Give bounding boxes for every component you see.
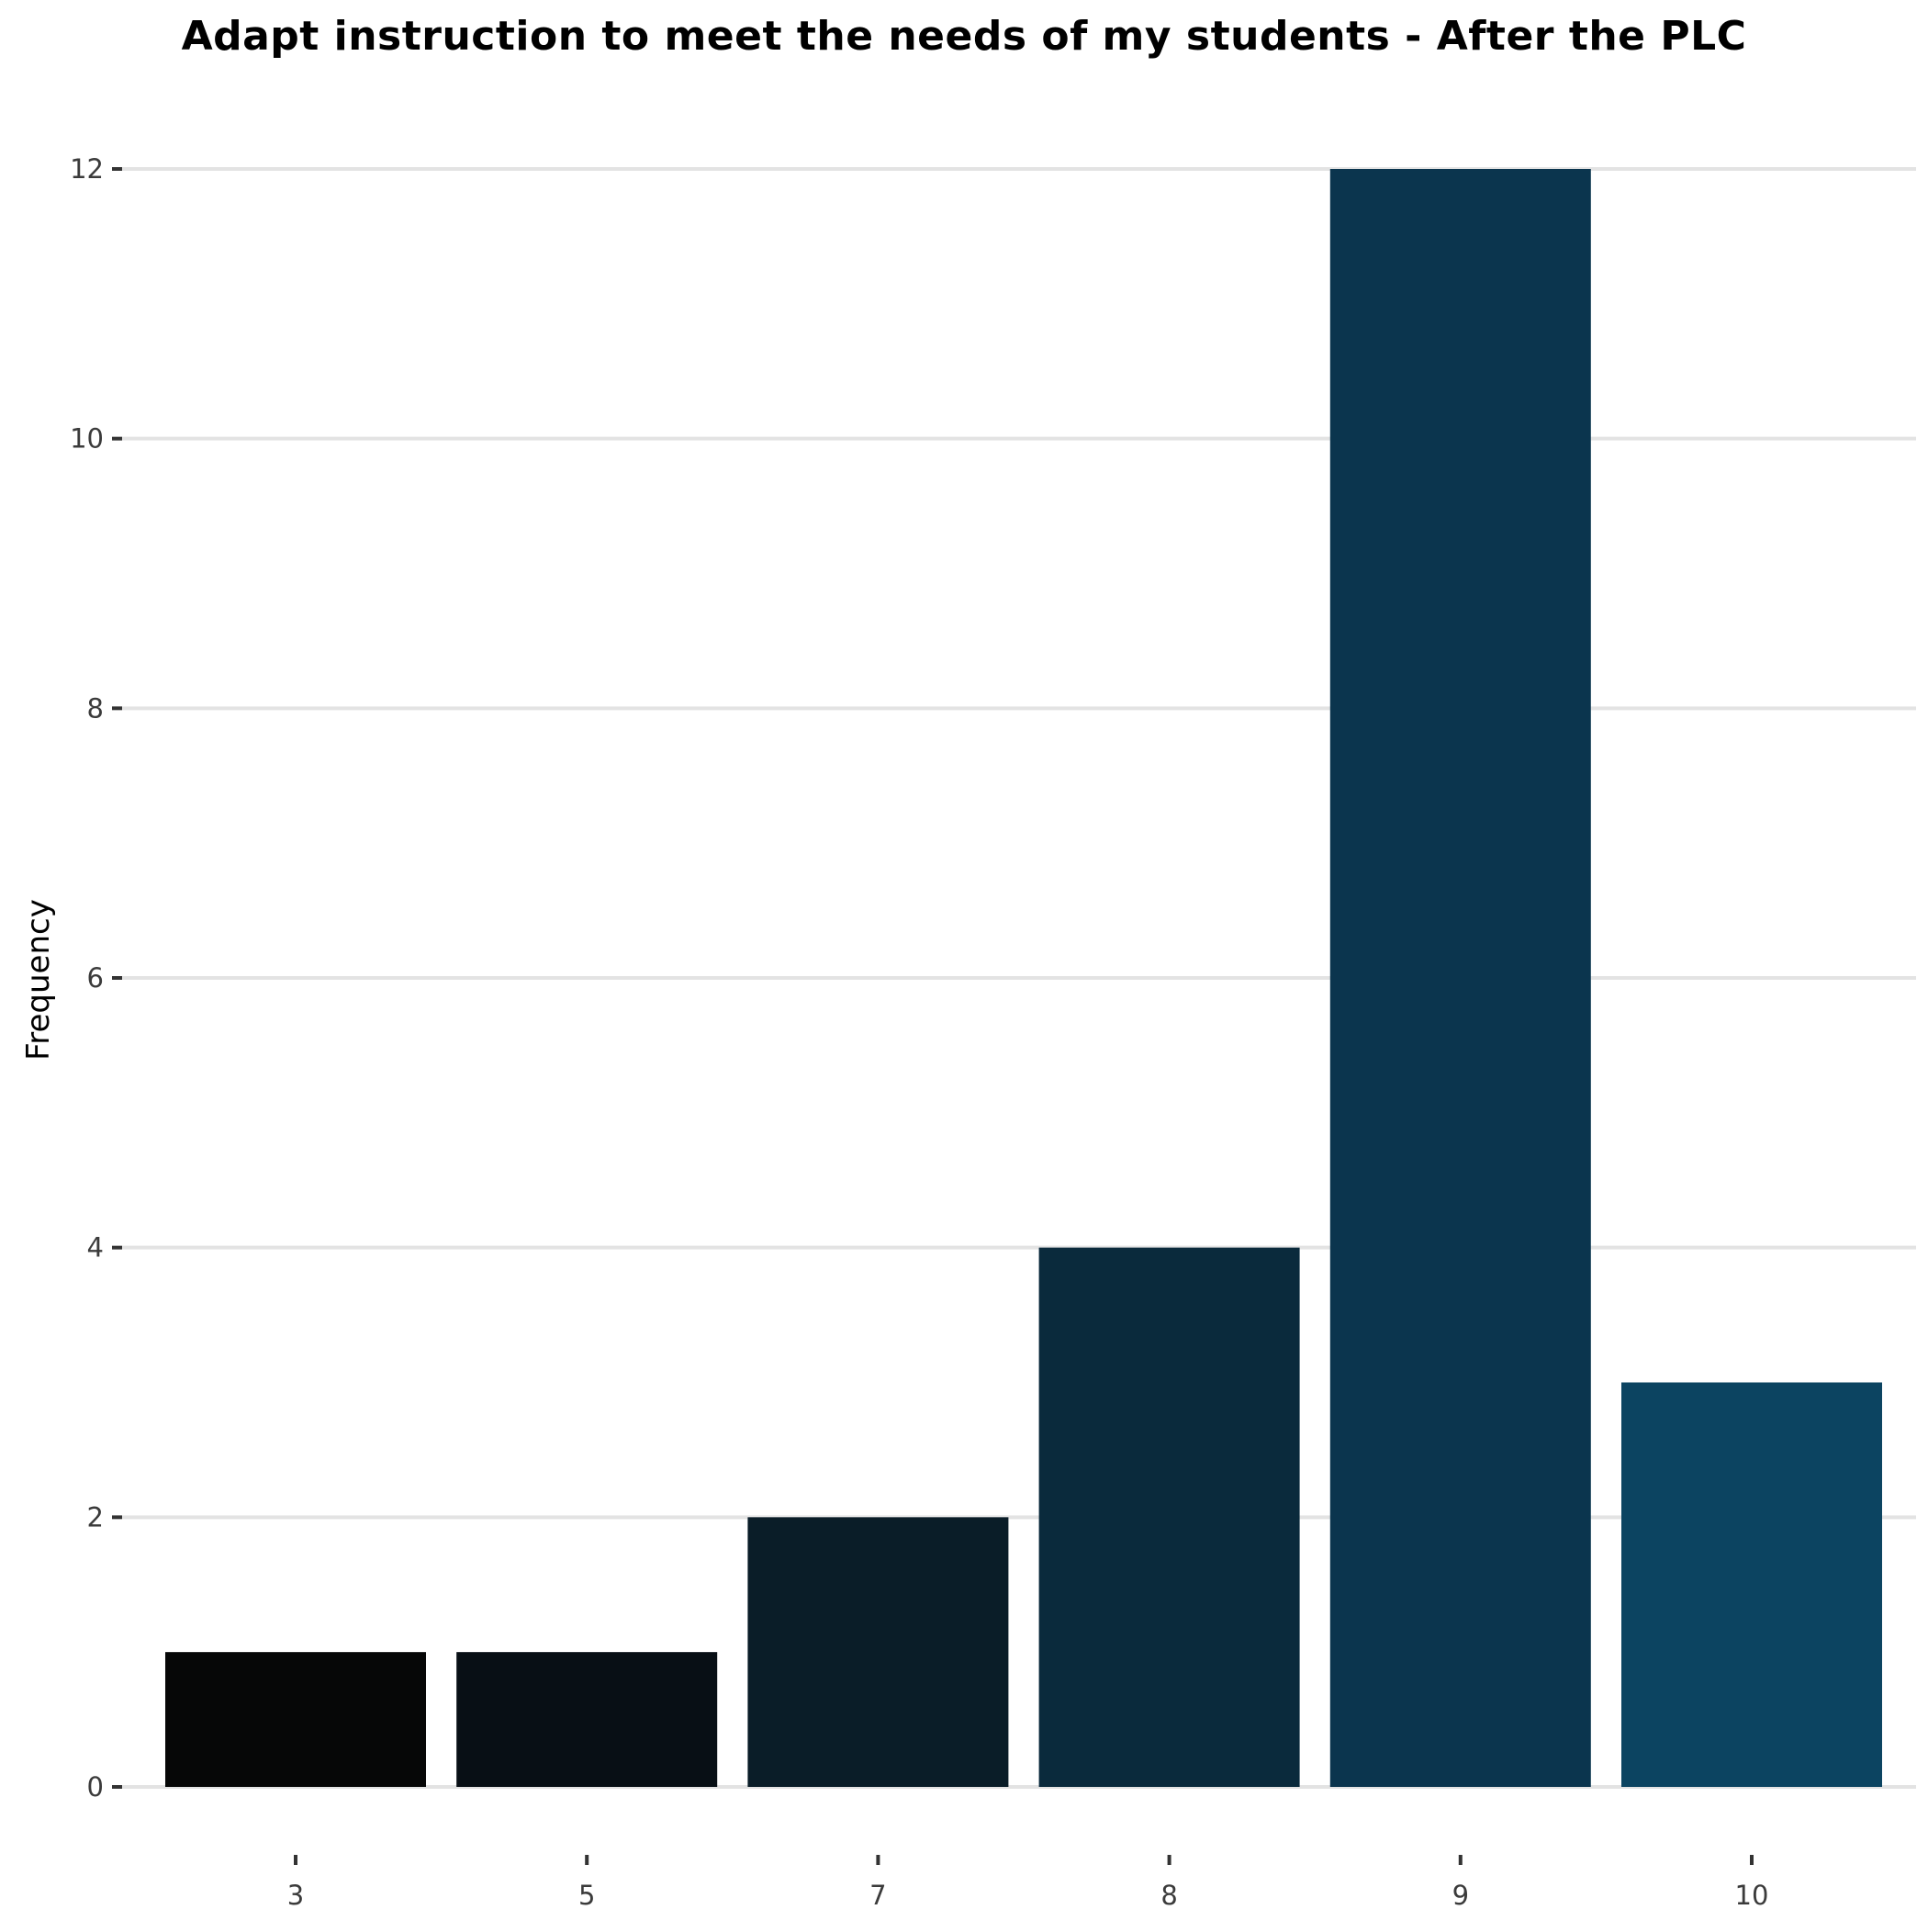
- x-tick-label: 5: [578, 1880, 595, 1911]
- x-tick-label: 7: [869, 1880, 886, 1911]
- bar-5: [456, 1652, 718, 1787]
- bar-10: [1621, 1382, 1882, 1787]
- x-tick-label: 8: [1160, 1880, 1177, 1911]
- y-tick-label: 10: [70, 423, 104, 455]
- x-tick-label: 9: [1452, 1880, 1469, 1911]
- bar-7: [747, 1517, 1009, 1787]
- x-tick-label: 3: [287, 1880, 304, 1911]
- chart-title: Adapt instruction to meet the needs of m…: [181, 13, 1747, 60]
- y-tick-label: 6: [87, 962, 104, 994]
- gridlines: [122, 167, 1916, 1789]
- y-tick-label: 2: [87, 1501, 104, 1533]
- bar-3: [165, 1652, 426, 1787]
- y-tick-label: 4: [87, 1232, 104, 1264]
- bar-9: [1329, 169, 1591, 1787]
- x-axis: 3 5 7 8 9 10: [287, 1855, 1769, 1911]
- bars: [165, 169, 1882, 1787]
- y-tick-label: 12: [70, 153, 104, 185]
- y-axis: 0 2 4 6 8 10 12: [70, 153, 122, 1803]
- bar-8: [1038, 1247, 1300, 1787]
- x-tick-label: 10: [1735, 1880, 1769, 1911]
- y-tick-label: 8: [87, 692, 104, 724]
- y-tick-label: 0: [87, 1771, 104, 1803]
- y-axis-label: Frequency: [20, 899, 57, 1061]
